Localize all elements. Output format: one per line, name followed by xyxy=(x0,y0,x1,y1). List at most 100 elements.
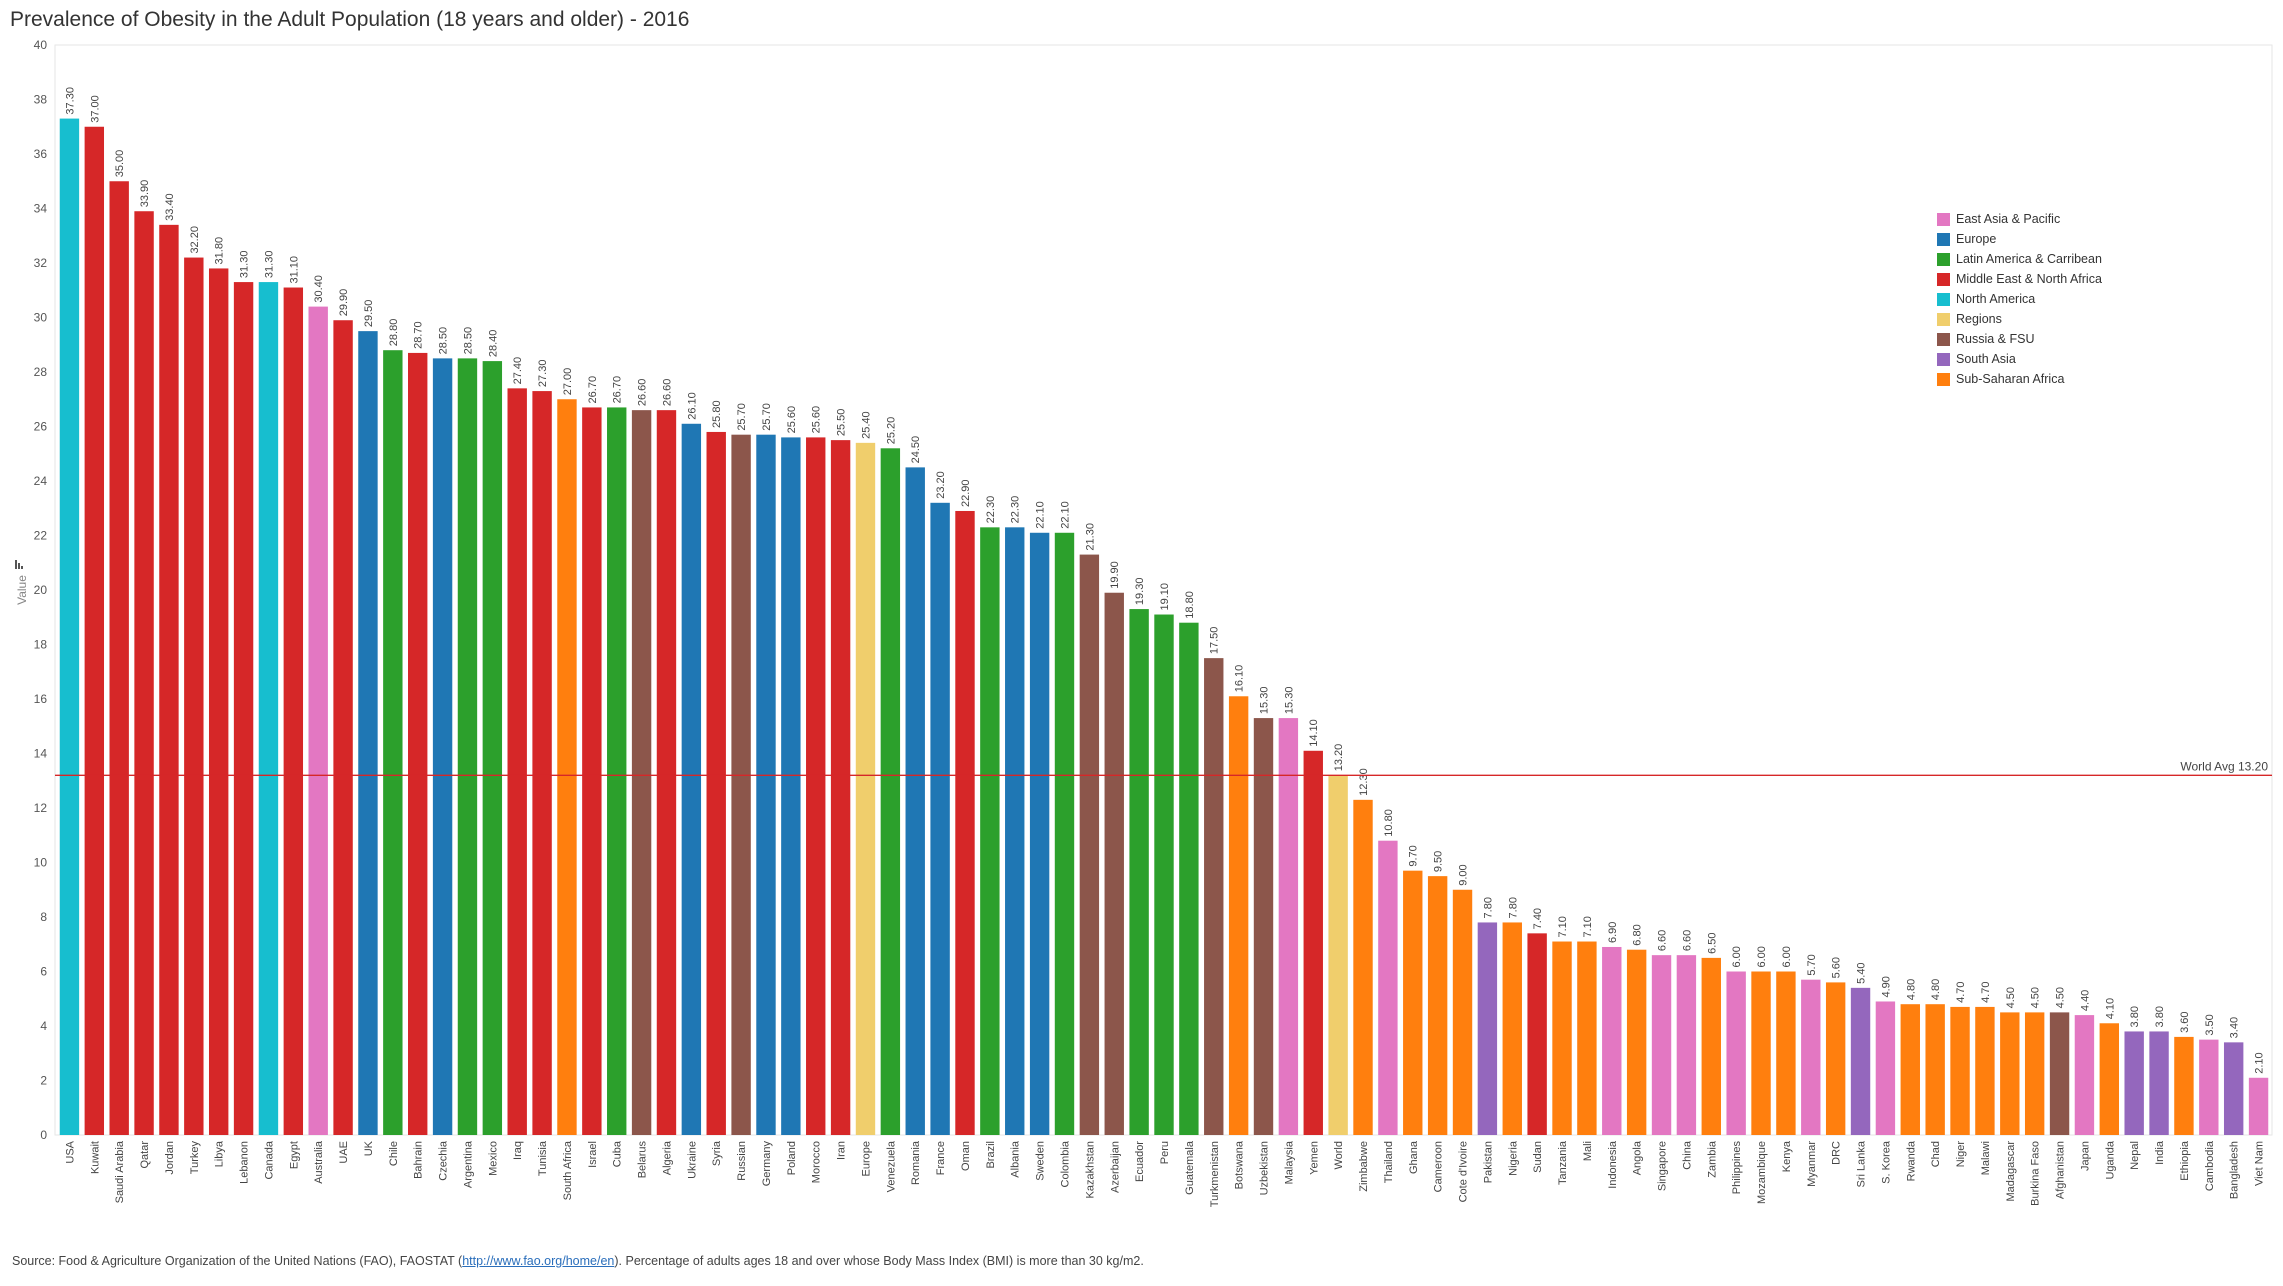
bar[interactable] xyxy=(1950,1006,1970,1135)
bar[interactable] xyxy=(2174,1036,2194,1135)
bar[interactable] xyxy=(457,358,478,1136)
bar[interactable] xyxy=(1129,609,1149,1135)
bar[interactable] xyxy=(1253,718,1274,1135)
bar[interactable] xyxy=(159,224,179,1136)
bar[interactable] xyxy=(208,268,229,1135)
bar[interactable] xyxy=(1427,876,1448,1136)
bar[interactable] xyxy=(1502,922,1522,1135)
bar[interactable] xyxy=(1651,955,1672,1135)
legend-item[interactable]: East Asia & Pacific xyxy=(1937,209,2102,229)
bar[interactable] xyxy=(2248,1077,2269,1135)
bar[interactable] xyxy=(408,352,428,1135)
bar[interactable] xyxy=(756,434,776,1135)
bar[interactable] xyxy=(233,282,254,1136)
legend-item[interactable]: Russia & FSU xyxy=(1937,329,2102,349)
bar[interactable] xyxy=(432,358,453,1136)
bar[interactable] xyxy=(2000,1012,2020,1136)
bar[interactable] xyxy=(308,306,328,1136)
bar[interactable] xyxy=(84,126,105,1135)
legend-item[interactable]: South Asia xyxy=(1937,349,2102,369)
sort-icon[interactable] xyxy=(15,560,23,569)
bar[interactable] xyxy=(1975,1006,1995,1135)
source-link[interactable]: http://www.fao.org/home/en xyxy=(462,1254,615,1268)
bar[interactable] xyxy=(880,448,901,1135)
bar[interactable] xyxy=(1452,889,1473,1135)
bar[interactable] xyxy=(1900,1004,1920,1135)
bar[interactable] xyxy=(1179,622,1199,1135)
bar[interactable] xyxy=(930,502,950,1135)
bar[interactable] xyxy=(1701,957,1721,1136)
bar[interactable] xyxy=(830,440,851,1136)
bar[interactable] xyxy=(781,437,801,1135)
bar[interactable] xyxy=(358,331,378,1136)
legend-item[interactable]: Middle East & North Africa xyxy=(1937,269,2102,289)
bar[interactable] xyxy=(109,181,129,1135)
bar[interactable] xyxy=(955,510,975,1136)
bar[interactable] xyxy=(1278,718,1299,1135)
bar[interactable] xyxy=(1228,696,1249,1135)
bar[interactable] xyxy=(333,320,353,1136)
bar[interactable] xyxy=(283,287,304,1135)
bar[interactable] xyxy=(1676,955,1697,1135)
legend-item[interactable]: Sub-Saharan Africa xyxy=(1937,369,2102,389)
bar[interactable] xyxy=(2124,1031,2144,1135)
bar[interactable] xyxy=(1005,527,1025,1135)
bar[interactable] xyxy=(706,431,726,1135)
bar[interactable] xyxy=(1801,979,1821,1135)
legend-item[interactable]: North America xyxy=(1937,289,2102,309)
bar[interactable] xyxy=(2149,1031,2169,1135)
bar[interactable] xyxy=(134,211,154,1136)
bar[interactable] xyxy=(1303,750,1323,1135)
bar[interactable] xyxy=(2074,1015,2095,1135)
bar[interactable] xyxy=(980,527,1000,1135)
bar[interactable] xyxy=(1527,933,1547,1135)
bar[interactable] xyxy=(1328,775,1348,1135)
bar[interactable] xyxy=(557,399,577,1135)
legend-item[interactable]: Europe xyxy=(1937,229,2102,249)
bar[interactable] xyxy=(607,407,627,1135)
bar[interactable] xyxy=(1477,922,1498,1135)
bar[interactable] xyxy=(1403,870,1423,1135)
bar[interactable] xyxy=(1825,982,1846,1135)
bar[interactable] xyxy=(806,437,826,1135)
bar[interactable] xyxy=(1602,946,1622,1135)
bar[interactable] xyxy=(1776,971,1796,1136)
bar[interactable] xyxy=(2049,1012,2070,1136)
bar[interactable] xyxy=(1726,971,1746,1136)
bar[interactable] xyxy=(2024,1012,2045,1136)
bar[interactable] xyxy=(1204,658,1224,1136)
bar[interactable] xyxy=(1378,840,1398,1135)
bar[interactable] xyxy=(184,257,204,1135)
bar[interactable] xyxy=(258,282,279,1136)
bar[interactable] xyxy=(59,118,80,1135)
bar[interactable] xyxy=(1029,532,1050,1135)
bar[interactable] xyxy=(1925,1004,1945,1135)
bar[interactable] xyxy=(1577,941,1597,1135)
bar[interactable] xyxy=(2199,1039,2219,1136)
bar[interactable] xyxy=(631,410,652,1135)
legend-item[interactable]: Latin America & Carribean xyxy=(1937,249,2102,269)
bar[interactable] xyxy=(1353,799,1373,1135)
legend-item[interactable]: Regions xyxy=(1937,309,2102,329)
bar[interactable] xyxy=(1079,554,1100,1135)
bar[interactable] xyxy=(383,350,403,1135)
bar[interactable] xyxy=(1626,949,1647,1135)
bar[interactable] xyxy=(1850,987,1871,1135)
bar[interactable] xyxy=(656,410,677,1135)
bar[interactable] xyxy=(1751,971,1771,1136)
bar[interactable] xyxy=(731,434,751,1135)
bar[interactable] xyxy=(482,361,503,1136)
bar[interactable] xyxy=(1154,614,1174,1135)
bar[interactable] xyxy=(582,407,602,1135)
bar[interactable] xyxy=(2223,1042,2244,1135)
bar[interactable] xyxy=(905,467,925,1136)
bar[interactable] xyxy=(1552,941,1572,1135)
bar[interactable] xyxy=(2099,1023,2119,1135)
bar[interactable] xyxy=(1104,592,1124,1135)
bar[interactable] xyxy=(855,442,876,1136)
bar[interactable] xyxy=(681,423,702,1135)
bar[interactable] xyxy=(532,391,552,1136)
bar[interactable] xyxy=(1875,1001,1896,1135)
bar[interactable] xyxy=(1054,532,1075,1135)
bar[interactable] xyxy=(507,388,527,1136)
